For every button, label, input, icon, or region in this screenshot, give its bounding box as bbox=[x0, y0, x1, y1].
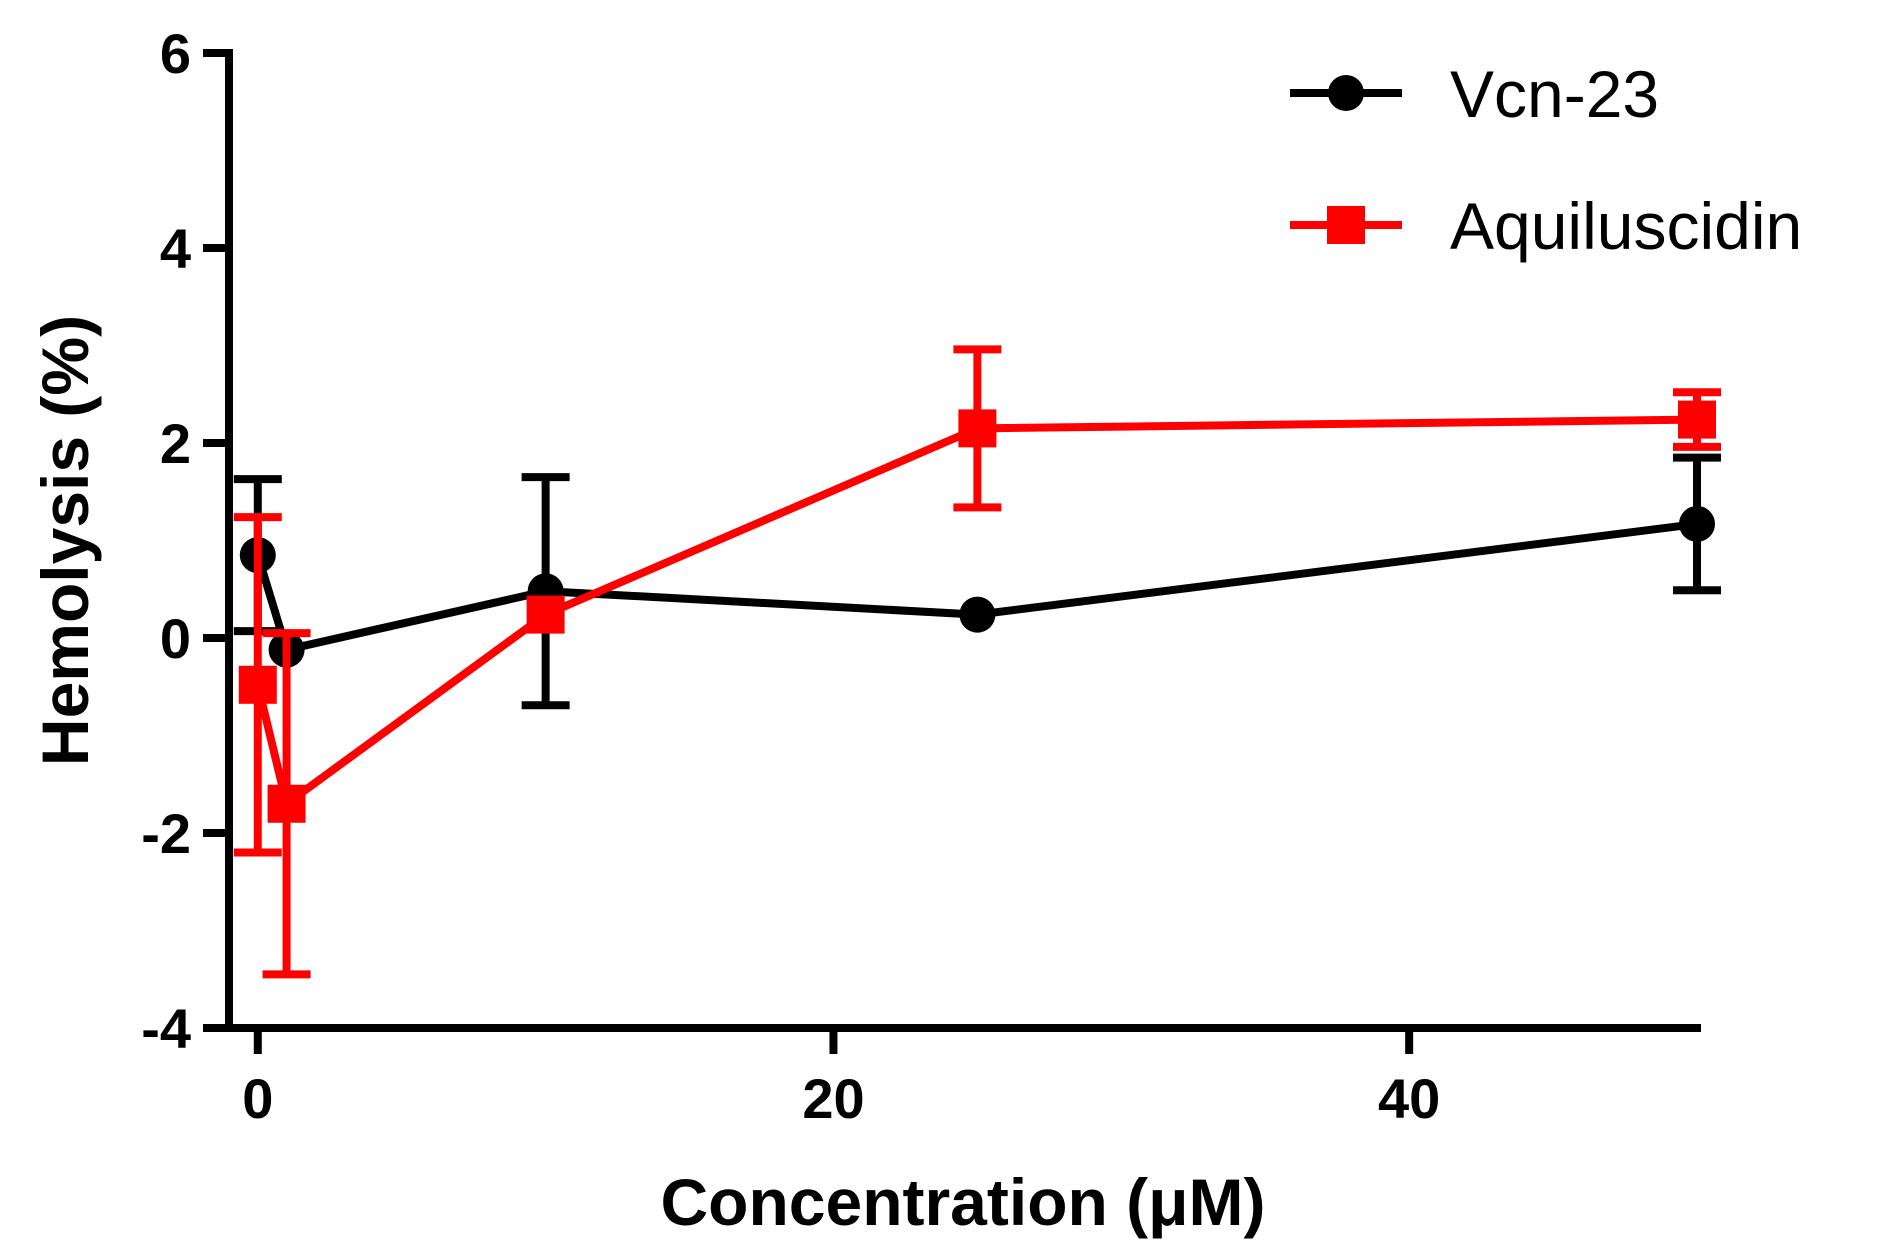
series-vcn-23 bbox=[233, 453, 1721, 710]
x-axis-title: Concentration (μM) bbox=[661, 1165, 1266, 1239]
y-tick-label: -2 bbox=[141, 802, 191, 865]
x-tick-label: 40 bbox=[1378, 1067, 1440, 1130]
data-point bbox=[238, 665, 277, 704]
legend-label: Aquiluscidin bbox=[1450, 189, 1802, 263]
series-layer bbox=[233, 345, 1721, 979]
series-aquiluscidin bbox=[233, 345, 1721, 979]
data-point bbox=[959, 596, 996, 633]
legend: Vcn-23 Aquiluscidin bbox=[1290, 57, 1802, 263]
data-point bbox=[1678, 400, 1716, 439]
legend-label: Vcn-23 bbox=[1450, 57, 1659, 131]
y-tick-label: 4 bbox=[160, 217, 191, 280]
x-tick-label: 0 bbox=[242, 1067, 273, 1130]
y-tick-label: 6 bbox=[160, 22, 191, 85]
x-tick-label: 20 bbox=[802, 1067, 864, 1130]
legend-marker bbox=[1327, 206, 1365, 244]
legend-item-aquiluscidin: Aquiluscidin bbox=[1290, 189, 1802, 263]
data-point bbox=[267, 784, 306, 823]
legend-marker bbox=[1328, 75, 1364, 111]
y-tick-label: -4 bbox=[141, 997, 191, 1060]
data-point bbox=[526, 595, 565, 634]
y-tick-label: 2 bbox=[160, 412, 191, 475]
legend-item-vcn-23: Vcn-23 bbox=[1290, 57, 1659, 131]
y-tick-label: 0 bbox=[160, 607, 191, 670]
data-point bbox=[1679, 505, 1715, 542]
labels-layer: Concentration (μM) Hemolysis (%) bbox=[28, 315, 1266, 1239]
data-point bbox=[958, 409, 997, 448]
y-axis-title: Hemolysis (%) bbox=[28, 315, 102, 766]
